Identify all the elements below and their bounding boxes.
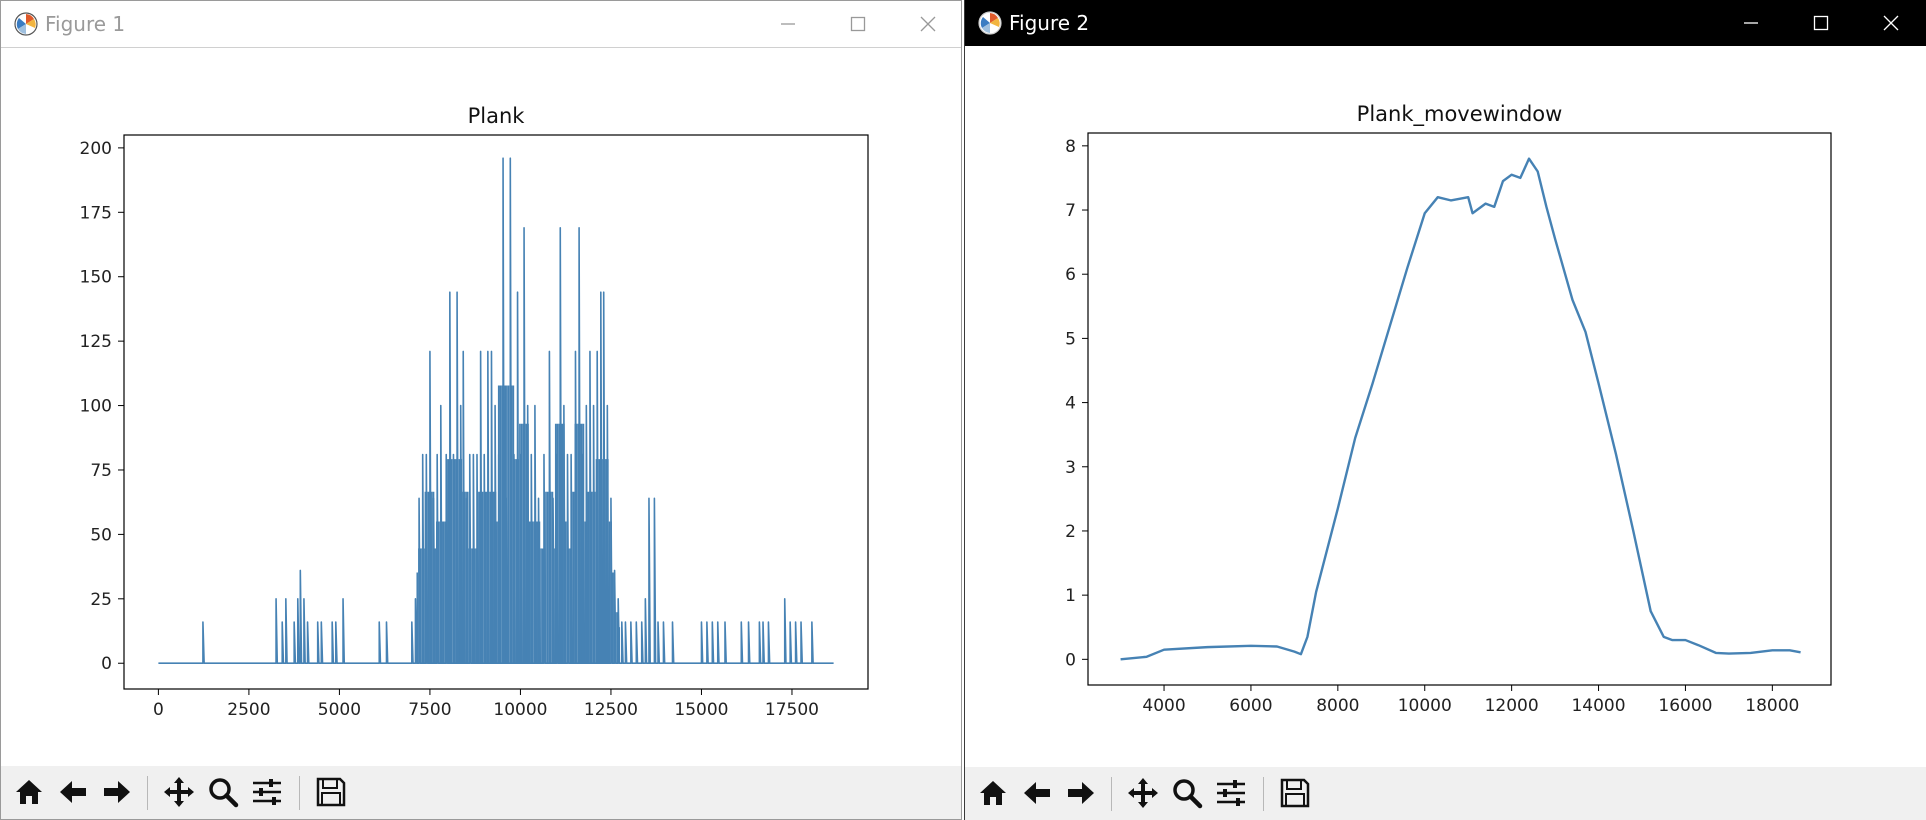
x-tick-label: 7500 xyxy=(408,700,451,720)
window-title: Figure 2 xyxy=(1009,11,1090,35)
close-icon xyxy=(920,16,936,32)
matplotlib-app-icon xyxy=(978,11,1002,35)
y-tick-label: 150 xyxy=(80,268,112,288)
y-tick-label: 75 xyxy=(90,461,112,481)
navigation-toolbar xyxy=(965,767,1926,820)
x-tick-label: 15000 xyxy=(674,700,728,720)
y-tick-label: 2 xyxy=(1065,522,1076,542)
home-icon xyxy=(16,780,42,804)
home-button[interactable] xyxy=(973,773,1013,813)
x-tick-label: 18000 xyxy=(1745,696,1799,716)
chart-plank[interactable]: 0 2500 5000 7500 10000 12500 15000 17500 0 25 50 75… xyxy=(1,48,961,768)
minimize-icon xyxy=(1744,22,1758,24)
back-button[interactable] xyxy=(53,772,93,812)
y-tick-label: 3 xyxy=(1065,458,1076,478)
back-arrow-icon xyxy=(60,781,86,803)
configure-subplots-button[interactable] xyxy=(247,772,287,812)
y-tick-label: 100 xyxy=(80,397,112,417)
x-tick-label: 12000 xyxy=(1485,696,1539,716)
save-button[interactable] xyxy=(1275,773,1315,813)
titlebar[interactable]: Figure 1 xyxy=(1,1,961,48)
window-title: Figure 1 xyxy=(45,12,126,36)
y-tick-label: 175 xyxy=(80,203,112,223)
home-button[interactable] xyxy=(9,772,49,812)
x-tick-label: 0 xyxy=(153,700,164,720)
x-tick-label: 5000 xyxy=(318,700,361,720)
back-button[interactable] xyxy=(1017,773,1057,813)
y-tick-label: 50 xyxy=(90,525,112,545)
matplotlib-app-icon xyxy=(14,12,38,36)
x-tick-label: 8000 xyxy=(1316,696,1359,716)
forward-button[interactable] xyxy=(97,772,137,812)
x-tick-label: 16000 xyxy=(1658,696,1712,716)
minimize-icon xyxy=(781,23,795,25)
maximize-icon xyxy=(850,16,866,32)
close-button[interactable] xyxy=(893,1,963,47)
x-tick-label: 6000 xyxy=(1229,696,1272,716)
toolbar-separator xyxy=(1111,777,1112,811)
close-button[interactable] xyxy=(1856,0,1926,46)
y-tick-label: 0 xyxy=(101,654,112,674)
pan-icon xyxy=(1128,778,1158,808)
pan-icon xyxy=(164,777,194,807)
figure-canvas[interactable]: 4000 6000 8000 10000 12000 14000 16000 18000 0 1 2… xyxy=(965,47,1925,767)
toolbar-separator xyxy=(147,776,148,810)
figure-canvas[interactable]: 0 2500 5000 7500 10000 12500 15000 17500 0 25 50 75… xyxy=(1,48,961,768)
navigation-toolbar xyxy=(1,766,961,819)
y-tick-label: 25 xyxy=(90,590,112,610)
y-tick-label: 0 xyxy=(1065,650,1076,670)
save-icon xyxy=(316,777,346,807)
home-icon xyxy=(980,781,1006,805)
zoom-icon xyxy=(209,778,239,808)
zoom-button[interactable] xyxy=(203,772,243,812)
y-tick-label: 8 xyxy=(1065,137,1076,157)
x-tick-label: 17500 xyxy=(765,700,819,720)
forward-arrow-icon xyxy=(1068,782,1094,804)
minimize-button[interactable] xyxy=(753,1,823,47)
x-tick-label: 10000 xyxy=(493,700,547,720)
x-tick-label: 14000 xyxy=(1571,696,1625,716)
x-tick-label: 4000 xyxy=(1142,696,1185,716)
y-tick-label: 200 xyxy=(80,139,112,159)
configure-subplots-icon xyxy=(253,779,281,805)
titlebar[interactable]: Figure 2 xyxy=(965,0,1926,46)
configure-subplots-button[interactable] xyxy=(1211,773,1251,813)
axes-frame xyxy=(123,134,869,690)
x-tick-label: 10000 xyxy=(1398,696,1452,716)
pan-button[interactable] xyxy=(1123,773,1163,813)
minimize-button[interactable] xyxy=(1716,0,1786,46)
configure-subplots-icon xyxy=(1217,780,1245,806)
y-tick-label: 1 xyxy=(1065,586,1076,606)
series-line xyxy=(158,157,834,665)
close-icon xyxy=(1883,15,1899,31)
pan-button[interactable] xyxy=(159,772,199,812)
toolbar-separator xyxy=(299,776,300,810)
chart-title: Plank_movewindow xyxy=(1357,102,1563,127)
toolbar-separator xyxy=(1263,777,1264,811)
zoom-icon xyxy=(1173,779,1203,809)
back-arrow-icon xyxy=(1024,782,1050,804)
chart-title: Plank xyxy=(468,104,526,128)
y-tick-label: 5 xyxy=(1065,329,1076,349)
forward-button[interactable] xyxy=(1061,773,1101,813)
y-tick-label: 6 xyxy=(1065,265,1076,285)
forward-arrow-icon xyxy=(104,781,130,803)
series-line xyxy=(1120,157,1801,661)
zoom-button[interactable] xyxy=(1167,773,1207,813)
figure-1-window: Figure 1 0 2500 5000 7500 10000 12500 15000 175… xyxy=(0,0,962,820)
maximize-button[interactable] xyxy=(1786,0,1856,46)
save-button[interactable] xyxy=(311,772,351,812)
x-tick-label: 2500 xyxy=(227,700,270,720)
maximize-button[interactable] xyxy=(823,1,893,47)
y-tick-label: 125 xyxy=(80,332,112,352)
maximize-icon xyxy=(1813,15,1829,31)
save-icon xyxy=(1280,778,1310,808)
chart-plank-movewindow[interactable]: 4000 6000 8000 10000 12000 14000 16000 18000 0 1 2… xyxy=(965,47,1925,767)
figure-2-window: Figure 2 4000 6000 8000 10000 12000 14000 1600… xyxy=(964,0,1926,820)
y-tick-label: 4 xyxy=(1065,394,1076,414)
y-tick-label: 7 xyxy=(1065,201,1076,221)
axes-frame xyxy=(1087,132,1832,686)
x-tick-label: 12500 xyxy=(584,700,638,720)
